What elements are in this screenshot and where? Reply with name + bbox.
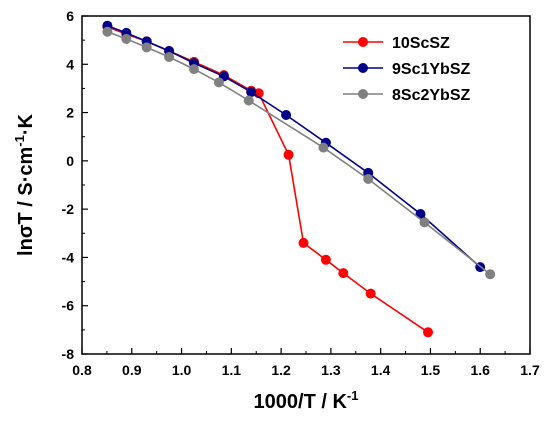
data-point <box>121 33 132 44</box>
data-point <box>281 110 292 120</box>
data-point <box>318 142 329 153</box>
data-point <box>485 269 496 280</box>
data-point <box>320 254 331 265</box>
series-9Sc1YbSZ <box>102 20 486 273</box>
x-tick-label: 1.2 <box>271 362 291 378</box>
y-tick-label: -2 <box>62 201 75 217</box>
data-point <box>102 26 113 37</box>
x-tick-label: 0.8 <box>72 362 92 378</box>
data-point <box>164 52 175 62</box>
y-tick-label: -6 <box>62 298 75 314</box>
legend-label: 10ScSZ <box>392 35 450 52</box>
x-tick-label: 0.9 <box>122 362 142 378</box>
data-point <box>338 268 349 279</box>
y-axis-title: lnσT / S·cm-1·K <box>12 113 37 255</box>
data-point <box>365 288 376 299</box>
legend: 10ScSZ 9Sc1YbSZ 8Sc2YbSZ <box>343 35 470 104</box>
data-point <box>243 95 254 106</box>
legend-item: 10ScSZ <box>343 35 450 52</box>
x-tick-label: 1.0 <box>172 362 192 378</box>
y-tick-label: 2 <box>66 105 74 121</box>
series-line <box>107 26 429 333</box>
ticks: 0.8 0.9 1.0 1.1 1.2 1.3 1.4 1.5 1.6 1.7 -8 -6 -4 -2 0 2… <box>62 8 540 378</box>
data-point <box>213 77 224 88</box>
legend-marker <box>358 89 368 99</box>
y-tick-label: 4 <box>66 56 74 72</box>
data-point <box>298 237 309 248</box>
x-tick-label: 1.1 <box>222 362 242 378</box>
y-tick-label: -4 <box>62 249 75 265</box>
x-axis-title: 1000/T / K-1 <box>254 388 359 413</box>
legend-marker <box>358 63 368 73</box>
data-point <box>363 174 374 184</box>
data-point <box>423 327 433 338</box>
data-point <box>141 42 152 53</box>
series-10ScSZ <box>102 21 433 338</box>
x-tick-label: 1.3 <box>321 362 341 378</box>
data-point <box>419 217 430 228</box>
x-tick-label: 1.6 <box>470 362 490 378</box>
series-8Sc2YbSZ <box>102 26 496 280</box>
y-tick-label: -8 <box>62 346 75 362</box>
y-tick-label: 6 <box>66 8 74 24</box>
x-tick-label: 1.4 <box>371 362 391 378</box>
series-layer <box>102 20 496 338</box>
legend-item: 8Sc2YbSZ <box>343 87 470 104</box>
x-tick-label: 1.7 <box>520 362 540 378</box>
legend-marker <box>358 37 368 47</box>
data-point <box>283 149 294 160</box>
x-tick-label: 1.5 <box>421 362 441 378</box>
legend-item: 9Sc1YbSZ <box>343 61 470 78</box>
legend-label: 9Sc1YbSZ <box>392 61 470 78</box>
data-point <box>246 87 257 98</box>
data-point <box>189 64 199 75</box>
y-tick-label: 0 <box>66 153 74 169</box>
legend-label: 8Sc2YbSZ <box>392 87 470 104</box>
